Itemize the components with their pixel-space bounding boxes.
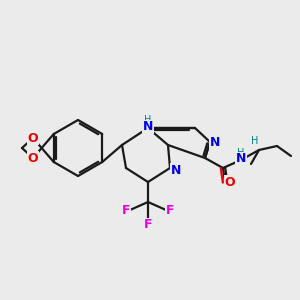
Text: N: N — [143, 121, 153, 134]
Text: F: F — [166, 203, 174, 217]
Text: N: N — [171, 164, 181, 178]
Text: N: N — [236, 152, 246, 166]
Text: O: O — [28, 152, 38, 164]
Text: N: N — [171, 164, 181, 176]
Text: H: H — [251, 136, 259, 146]
Text: N: N — [210, 136, 220, 148]
Text: H: H — [237, 148, 245, 158]
Text: F: F — [122, 203, 130, 217]
Text: H: H — [144, 115, 152, 125]
Text: F: F — [144, 218, 152, 232]
Text: O: O — [28, 131, 38, 145]
Text: O: O — [225, 176, 235, 188]
